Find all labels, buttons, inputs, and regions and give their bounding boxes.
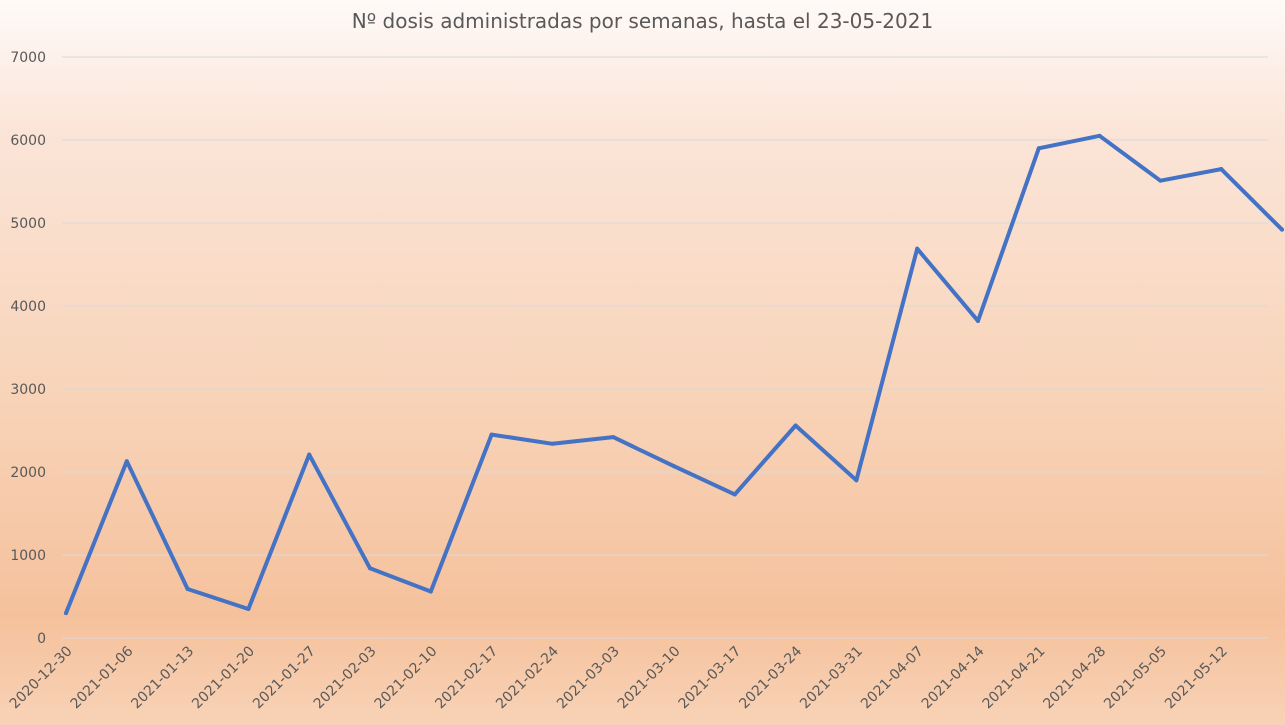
x-tick-label: 2021-03-03 [554, 643, 623, 712]
y-tick-label: 5000 [10, 216, 46, 232]
data-point [368, 566, 372, 571]
data-point [1036, 146, 1041, 151]
y-tick-label: 1000 [10, 548, 46, 564]
x-tick-label: 2021-02-24 [493, 643, 562, 712]
data-point [611, 435, 616, 440]
x-tick-label: 2021-04-14 [919, 643, 988, 712]
y-tick-label: 4000 [10, 299, 46, 315]
data-point [64, 611, 68, 616]
y-tick-label: 0 [37, 631, 46, 647]
x-tick-label: 2021-04-07 [858, 643, 927, 712]
x-tick-label: 2021-03-24 [736, 643, 805, 712]
y-tick-label: 6000 [10, 133, 46, 149]
x-tick-label: 2021-04-28 [1040, 643, 1109, 712]
y-tick-label: 3000 [10, 382, 46, 398]
data-point [489, 432, 494, 437]
x-tick-label: 2021-03-10 [615, 643, 684, 712]
data-point [793, 423, 798, 428]
data-point [550, 441, 555, 446]
x-tick-label: 2021-05-12 [1162, 643, 1231, 712]
x-tick-label: 2021-02-17 [432, 643, 501, 712]
x-tick-label: 2021-05-05 [1101, 643, 1170, 712]
x-axis-tick-labels: 2020-12-302021-01-062021-01-132021-01-20… [7, 643, 1231, 712]
x-tick-label: 2021-01-06 [68, 643, 137, 712]
data-point [1158, 178, 1163, 183]
data-point [1219, 167, 1224, 172]
y-tick-label: 7000 [10, 50, 46, 66]
data-point [915, 246, 920, 251]
data-point [185, 587, 190, 592]
data-point [976, 318, 980, 323]
series-doses [64, 133, 1284, 616]
series-line [64, 133, 1284, 616]
y-tick-label: 2000 [10, 465, 46, 481]
x-tick-label: 2021-01-27 [250, 643, 319, 712]
gridlines [62, 56, 1268, 639]
data-point [124, 459, 129, 464]
x-tick-label: 2021-02-03 [311, 643, 380, 712]
x-tick-label: 2021-03-17 [676, 643, 745, 712]
data-point [732, 492, 737, 497]
x-tick-label: 2021-01-20 [189, 643, 258, 712]
y-axis-tick-labels: 0 1000 2000 3000 4000 5000 6000 7000 [10, 50, 46, 647]
x-tick-label: 2020-12-30 [7, 643, 76, 712]
data-point [1280, 227, 1284, 232]
data-point [307, 452, 312, 457]
data-point [428, 589, 433, 594]
data-point [246, 606, 251, 611]
x-tick-label: 2021-02-10 [372, 643, 441, 712]
x-tick-label: 2021-01-13 [128, 643, 197, 712]
data-point [854, 478, 859, 483]
chart-title: Nº dosis administradas por semanas, hast… [351, 9, 934, 33]
x-tick-label: 2021-04-21 [980, 643, 1049, 712]
data-point [1097, 133, 1102, 138]
x-tick-label: 2021-03-31 [797, 643, 866, 712]
data-point [672, 464, 676, 469]
